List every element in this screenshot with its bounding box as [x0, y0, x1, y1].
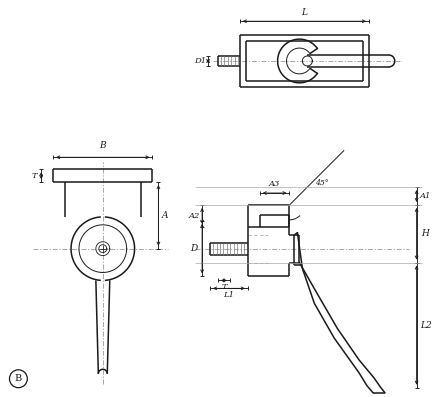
Text: T: T: [221, 283, 227, 291]
Text: A2: A2: [188, 212, 200, 220]
Text: A3: A3: [269, 180, 280, 188]
Text: T: T: [31, 172, 37, 180]
Text: L1: L1: [223, 291, 235, 299]
Text: A: A: [162, 211, 169, 220]
Text: 45°: 45°: [315, 179, 329, 187]
Text: D: D: [191, 244, 198, 253]
Text: L: L: [301, 8, 307, 17]
Text: H: H: [422, 229, 429, 238]
Text: B: B: [99, 141, 106, 150]
Text: L2: L2: [420, 321, 431, 330]
Text: B: B: [15, 374, 22, 383]
Text: A1: A1: [420, 192, 431, 200]
Text: D1: D1: [194, 57, 206, 65]
